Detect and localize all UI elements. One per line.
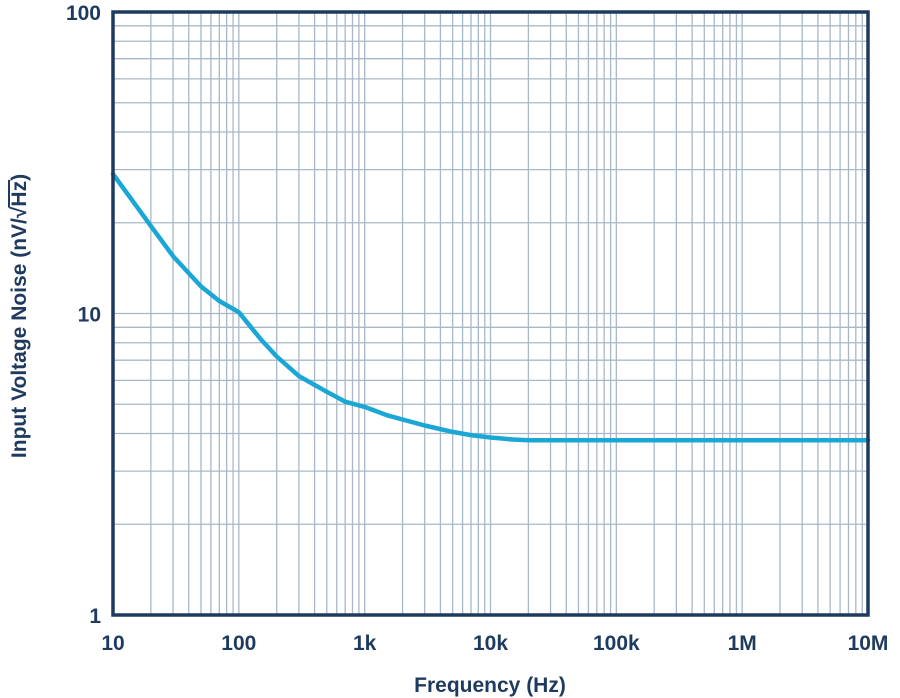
series-line — [110, 171, 871, 443]
x-axis-label: Frequency (Hz) — [414, 674, 566, 697]
x-tick-label: 100 — [221, 632, 256, 655]
y-tick-label: 100 — [66, 2, 101, 25]
y-tick-label: 10 — [78, 304, 101, 327]
y-tick-label: 1 — [89, 605, 101, 628]
x-tick-label: 1M — [728, 632, 757, 655]
y-axis-label-suffix: ) — [8, 174, 31, 181]
y-axis-label-radicand: Hz — [8, 181, 31, 207]
series-layer — [110, 171, 871, 443]
svg-text:Input Voltage Noise (nV/√Hz): Input Voltage Noise (nV/√Hz) — [8, 174, 31, 458]
x-tick-label: 10k — [473, 632, 508, 655]
y-axis-label-prefix: Input Voltage Noise (nV/√ — [8, 206, 31, 458]
x-tick-label: 10M — [848, 632, 889, 655]
y-axis-label: Input Voltage Noise (nV/√Hz) — [8, 174, 31, 458]
grid-lines — [113, 12, 868, 615]
x-tick-label: 100k — [593, 632, 640, 655]
x-tick-label: 10 — [101, 632, 124, 655]
x-tick-label: 1k — [353, 632, 377, 655]
plot-frame — [111, 10, 870, 617]
